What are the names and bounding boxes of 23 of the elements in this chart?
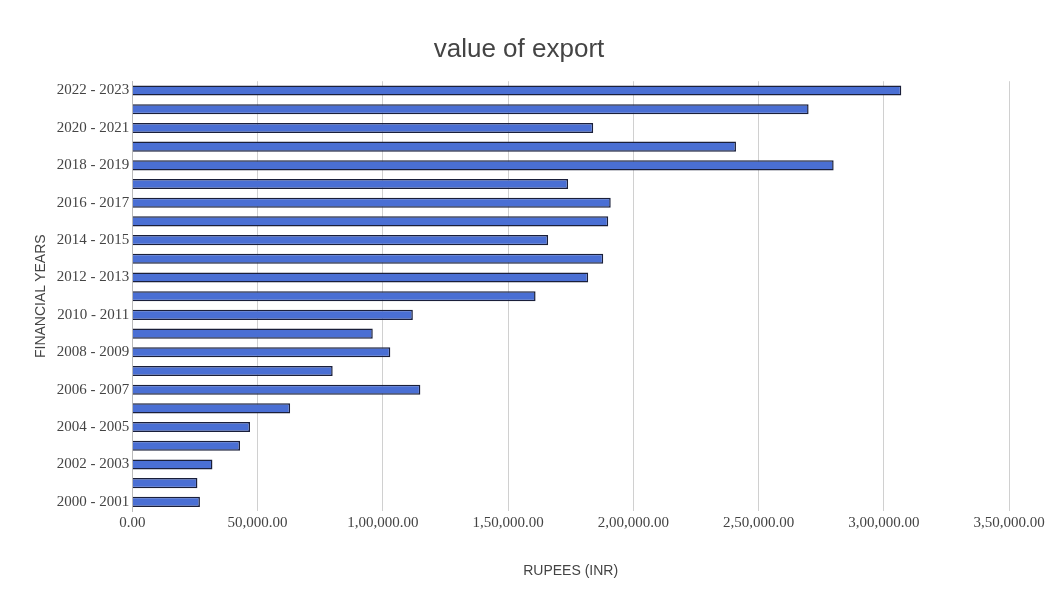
- y-tick-label: 2016 - 2017: [56, 193, 130, 210]
- y-tick-label: 2006 - 2007: [56, 380, 130, 397]
- y-tick-label: 2020 - 2021: [56, 118, 130, 135]
- y-tick-label: 2000 - 2001: [56, 492, 130, 509]
- x-tick-label: 3,00,000.00: [848, 514, 920, 531]
- y-tick-label: 2014 - 2015: [56, 231, 130, 248]
- x-axis-title: RUPEES (INR): [523, 562, 619, 579]
- y-tick-label: 2008 - 2009: [56, 343, 130, 360]
- y-tick-label: 2004 - 2005: [56, 418, 130, 435]
- y-tick-label: 2010 - 2011: [57, 305, 130, 322]
- x-tick-label: 1,50,000.00: [472, 514, 544, 531]
- x-tick-label: 3,50,000.00: [973, 514, 1045, 531]
- x-tick-label: 50,000.00: [227, 514, 288, 531]
- x-tick-label: 2,00,000.00: [597, 514, 669, 531]
- chart-title: value of export: [433, 32, 606, 63]
- y-axis-title: FINANCIAL YEARS: [32, 234, 49, 359]
- x-tick-label: 0.00: [119, 514, 146, 531]
- y-tick-label: 2022 - 2023: [56, 81, 130, 98]
- x-tick-label: 1,00,000.00: [347, 514, 419, 531]
- x-tick-label: 2,50,000.00: [722, 514, 795, 531]
- y-tick-label: 2002 - 2003: [56, 455, 130, 472]
- y-tick-label: 2012 - 2013: [56, 268, 130, 285]
- y-tick-label: 2018 - 2019: [56, 156, 130, 173]
